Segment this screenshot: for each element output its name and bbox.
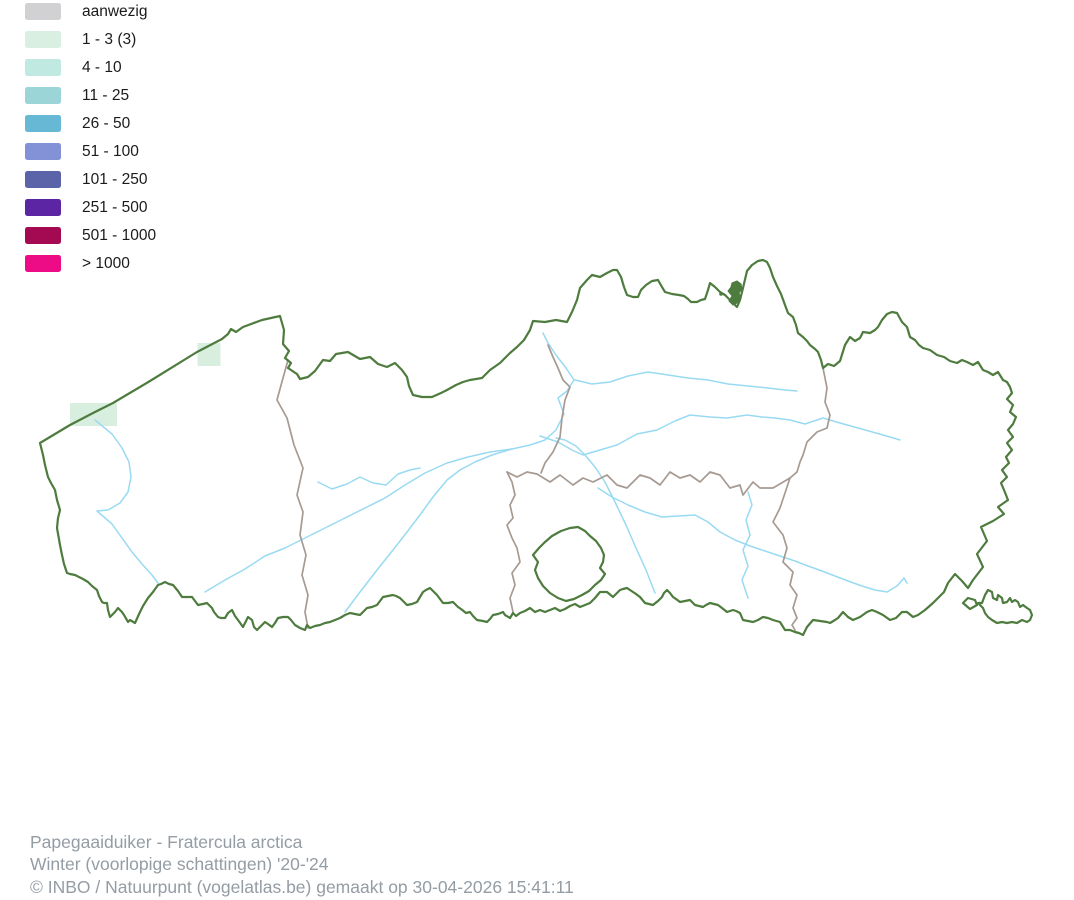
legend-swatch <box>25 115 61 132</box>
province-borders <box>276 344 831 631</box>
river-nete <box>574 371 798 392</box>
legend-row: 501 - 1000 <box>25 227 156 244</box>
legend-swatch <box>25 31 61 48</box>
brussels-enclave <box>531 525 607 603</box>
legend-row: 1 - 3 (3) <box>25 31 156 48</box>
legend-row: > 1000 <box>25 255 156 272</box>
legend-swatch <box>25 143 61 160</box>
legend-swatch <box>25 59 61 76</box>
border-oostvl-antwerpen <box>540 344 571 474</box>
caption-credits: © INBO / Natuurpunt (vogelatlas.be) gema… <box>30 876 574 897</box>
border-antwerpen-limburg <box>789 367 831 479</box>
river-schelde-upper <box>344 448 513 613</box>
legend-swatch <box>25 87 61 104</box>
voeren-west-part <box>961 596 979 611</box>
legend-label: 26 - 50 <box>82 115 131 132</box>
legend-row: 4 - 10 <box>25 59 156 76</box>
legend-label: 4 - 10 <box>82 59 122 76</box>
legend-swatch <box>25 3 61 20</box>
voeren-main-part <box>976 588 1034 625</box>
observation-cell <box>70 403 94 426</box>
river-rupel-albertkanaal <box>539 414 901 456</box>
legend-label: 101 - 250 <box>82 171 148 188</box>
legend-row: 26 - 50 <box>25 115 156 132</box>
river-demer <box>597 487 908 593</box>
river-gete <box>741 491 753 599</box>
legend-swatch <box>25 227 61 244</box>
legend-swatch <box>25 199 61 216</box>
legend-row: 51 - 100 <box>25 143 156 160</box>
river-schelde-lower <box>511 332 575 450</box>
legend-label: aanwezig <box>82 3 148 20</box>
river-ijzer <box>94 419 159 584</box>
caption-species: Papegaaiduiker - Fratercula arctica <box>30 832 303 852</box>
baarle-hertog-enclave <box>719 280 743 306</box>
baarle-dot <box>733 297 737 301</box>
legend-row: 11 - 25 <box>25 87 156 104</box>
legend-label: 251 - 500 <box>82 199 148 216</box>
border-westvl-oostvl <box>276 359 309 629</box>
legend-label: > 1000 <box>82 255 130 272</box>
rivers <box>94 332 908 613</box>
caption-season: Winter (voorlopige schattingen) '20-'24 <box>30 854 329 875</box>
border-antwerpen-vlbrabant <box>506 471 791 496</box>
river-leie <box>204 448 513 593</box>
legend-label: 1 - 3 (3) <box>82 31 137 48</box>
voeren-exclave <box>961 588 1034 625</box>
legend-label: 51 - 100 <box>82 143 139 160</box>
legend: aanwezig 1 - 3 (3) 4 - 10 11 - 25 26 - 50 51 … <box>25 3 156 272</box>
river-dender <box>555 437 656 594</box>
river-tributary <box>317 467 421 490</box>
legend-label: 501 - 1000 <box>82 227 157 244</box>
legend-swatch <box>25 171 61 188</box>
border-vlbrabant-limburg <box>772 477 798 631</box>
legend-label: 11 - 25 <box>82 87 130 104</box>
captions: Papegaaiduiker - Fratercula arctica Wint… <box>30 831 574 898</box>
border-oostvl-vlbrabant <box>506 471 521 613</box>
legend-row: aanwezig <box>25 3 156 20</box>
legend-row: 101 - 250 <box>25 171 156 188</box>
legend-row: 251 - 500 <box>25 199 156 216</box>
baarle-blob <box>727 280 743 306</box>
flanders-outline <box>38 258 1018 637</box>
legend-swatch <box>25 255 61 272</box>
baarle-dot <box>719 292 723 296</box>
